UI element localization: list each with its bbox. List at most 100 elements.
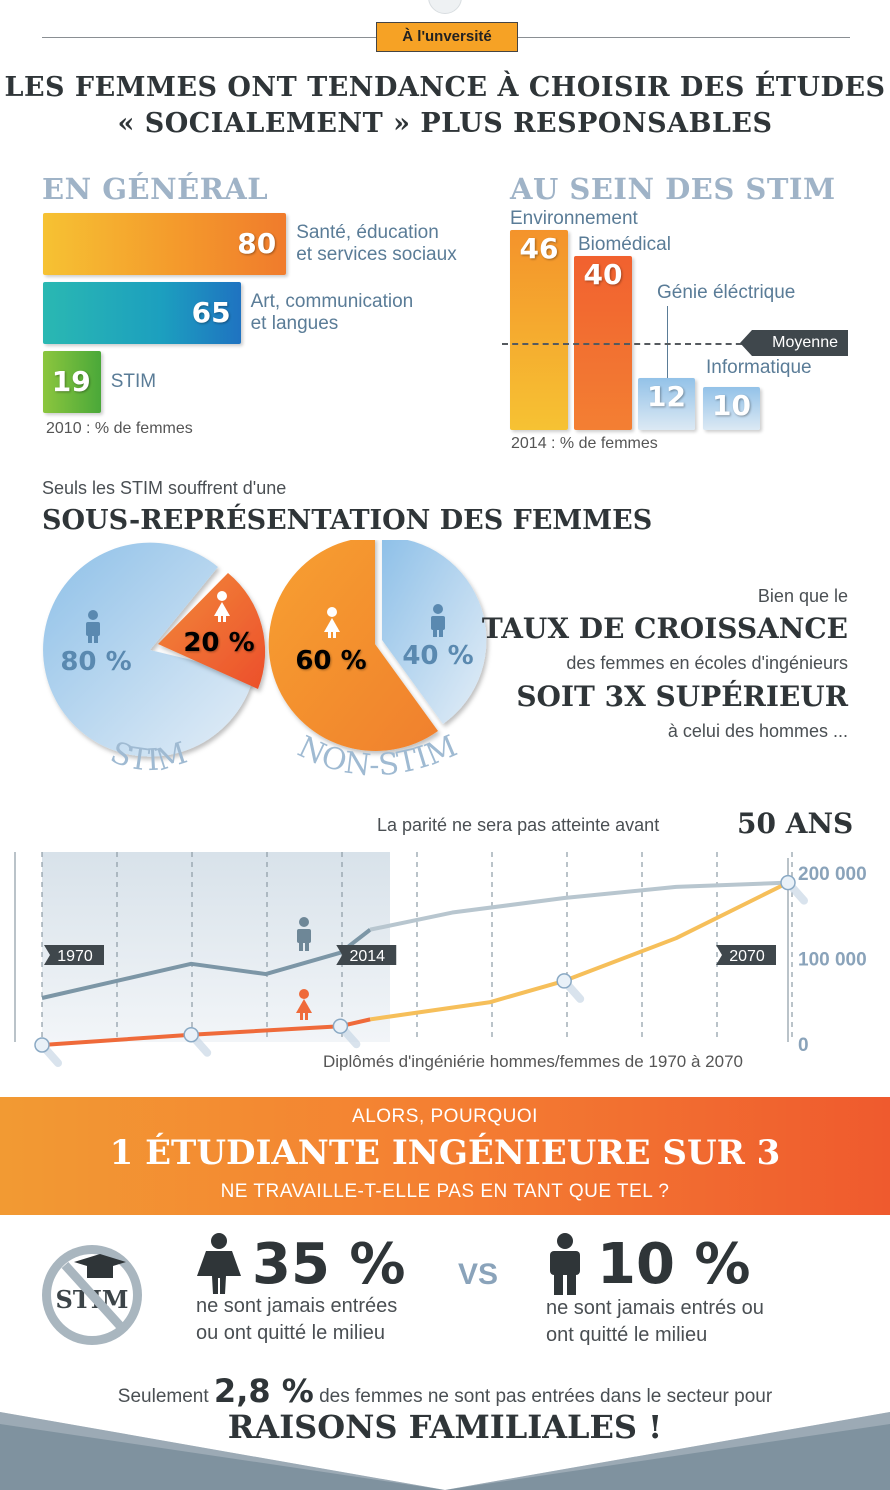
stim-bar-0: 46 (510, 230, 568, 430)
men-line-icon (297, 917, 311, 951)
men-percentage: 10 % (597, 1232, 751, 1297)
stim-bar-value-1: 40 (583, 258, 623, 292)
line-chart-caption: Diplômés d'ingéniérie hommes/femmes de 1… (323, 1052, 743, 1071)
stim-bar-label-2: Génie éléctrique (657, 282, 796, 303)
seulement-pct: 2,8 % (213, 1372, 314, 1410)
general-bar-label-0: Santé, éducation et services sociaux (296, 222, 457, 266)
right-text-5: à celui des hommes ... (667, 721, 848, 741)
fifty-years: 50 ANS (737, 807, 854, 840)
right-text-1: Bien que le (757, 586, 848, 606)
general-heading: EN GÉNÉRAL (42, 172, 269, 206)
general-bar-2: 19 (43, 351, 101, 413)
raisons-familiales: RAISONS FAMILIALES ! (227, 1408, 663, 1446)
banner-line1: ALORS, POURQUOI (352, 1106, 538, 1127)
genie-electrique-leader-line (667, 306, 668, 378)
stim-bar-value-0: 46 (519, 232, 559, 265)
pie2-woman-icon (324, 607, 340, 638)
general-bar-label-line: et services sociaux (296, 244, 457, 265)
right-text-3: des femmes en écoles d'ingénieurs (566, 653, 848, 673)
pie2-man-icon (431, 604, 445, 637)
pie1-women-slice (158, 573, 266, 689)
pie1-men-slice (43, 542, 254, 757)
stim-bar-value-2: 12 (647, 379, 686, 413)
general-bar-0: 80 (43, 213, 287, 275)
men-desc-line2: ont quitté le milieu (546, 1324, 708, 1346)
women-desc-line1: ne sont jamais entrées (196, 1295, 398, 1317)
y-tick-label: 200 000 (798, 864, 867, 885)
stim-bar-label-0: Environnement (510, 208, 638, 229)
general-bar-label-line: et langues (250, 313, 339, 334)
pie2-women-label: 60 % (295, 646, 366, 676)
section-tag: À l'unversité (376, 22, 518, 52)
pie1-man-icon (86, 610, 100, 643)
stim-bar-label-3: Informatique (706, 357, 812, 378)
stim-bar-value-3: 10 (712, 388, 751, 422)
y-tick-label: 0 (798, 1035, 809, 1056)
data-point (332, 1018, 349, 1034)
men-line-future (369, 880, 789, 932)
pie-charts: 80 % 20 % STIM 60 % 40 % NON-STIM (43, 540, 487, 783)
seulement-line: Seulement 2,8 % des femmes ne sont pas e… (0, 1372, 890, 1410)
general-bar-1: 65 (43, 282, 241, 344)
general-note: 2010 : % de femmes (46, 420, 193, 437)
data-point (34, 1037, 50, 1053)
men-desc-line1: ne sont jamais entrés ou (546, 1297, 764, 1319)
general-bar-label-line: Art, communication (250, 291, 414, 312)
general-bar-label-line: STIM (110, 371, 157, 392)
data-point (780, 874, 796, 891)
general-bar-value-1: 65 (191, 296, 231, 329)
pie1-woman-icon (214, 591, 230, 622)
stim-forbidden-icon: STIM (42, 1245, 142, 1345)
graduation-cap-icon (74, 1254, 126, 1278)
banner (0, 1097, 890, 1215)
man-icon (550, 1233, 580, 1295)
stim-bar-2: 12 (638, 377, 695, 430)
parite-text: La parité ne sera pas atteinte avant (377, 815, 660, 835)
vs-label: VS (458, 1258, 499, 1291)
stim-bar-label-1: Biomédical (578, 234, 671, 255)
section2-heading: SOUS-REPRÉSENTATION DES FEMMES (42, 505, 653, 536)
data-point (556, 973, 572, 989)
women-desc-line2: ou ont quitté le milieu (196, 1322, 386, 1344)
section2-intro: Seuls les STIM souffrent d'une (42, 478, 287, 498)
line-chart: 1970 2014 2070 0 100 000 200 000 (14, 852, 867, 1067)
year-marker-shape (716, 945, 776, 965)
banner-line3: NE TRAVAILLE-T-ELLE PAS EN TANT QUE TEL … (220, 1181, 670, 1202)
women-line-icon (296, 989, 312, 1020)
women-line-past (41, 1017, 371, 1047)
year-marker-shape (336, 945, 397, 965)
bottom-band (0, 1412, 890, 1490)
banner-line2: 1 ÉTUDIANTE INGÉNIEURE SUR 3 (109, 1133, 781, 1173)
stim-heading: AU SEIN DES STIM (510, 172, 836, 206)
average-line (502, 343, 752, 346)
y-tick-label: 100 000 (798, 950, 867, 971)
average-tag: Moyenne (740, 330, 848, 357)
year-marker-label: 1970 (57, 948, 93, 965)
seulement-pre: Seulement (117, 1386, 209, 1407)
right-text-4: SOIT 3X SUPÉRIEUR (516, 680, 848, 713)
general-bar-value-2: 19 (51, 365, 91, 398)
pie2-women-slice (268, 540, 438, 751)
year-marker-label: 2014 (349, 948, 385, 965)
line-chart-y-ticks: 0 100 000 200 000 (798, 864, 867, 1056)
data-point (183, 1026, 199, 1043)
pie2-men-label: 40 % (402, 641, 473, 671)
general-bar-label-2: STIM (111, 371, 156, 393)
main-title-line1: LES FEMMES ONT TENDANCE À CHOISIR DES ÉT… (4, 72, 886, 103)
stim-note: 2014 : % de femmes (511, 435, 658, 452)
forbidden-bar (61, 1261, 126, 1332)
right-text-2: TAUX DE CROISSANCE (481, 612, 848, 645)
year-marker-label: 2070 (729, 948, 765, 965)
seulement-post: des femmes ne sont pas entrées dans le s… (319, 1386, 773, 1407)
line-chart-year-markers: 1970 2014 2070 (44, 945, 776, 965)
general-bar-label-line: Santé, éducation (296, 222, 439, 243)
women-percentage: 35 % (252, 1232, 406, 1297)
stim-bar-3: 10 (703, 386, 760, 430)
header-ornament (428, 0, 462, 14)
general-bar-label-1: Art, communication et langues (251, 291, 414, 335)
line-chart-points (34, 874, 808, 1067)
main-title-line2: « SOCIALEMENT » PLUS RESPONSABLES (117, 108, 773, 139)
woman-icon (197, 1233, 241, 1294)
pie1-men-label: 80 % (60, 647, 131, 677)
year-marker-shape (44, 945, 104, 965)
